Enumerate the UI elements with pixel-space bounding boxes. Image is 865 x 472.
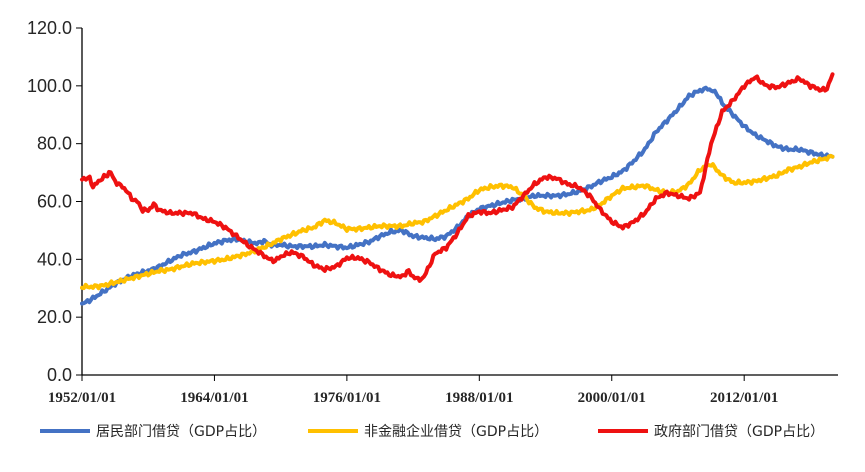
tick-labels: 0.0 20.0 40.0 60.0 80.0 100.0 120.0 1952/01/01 1…: [27, 18, 778, 406]
legend-label-1: 居民部门借贷（GDP占比）: [96, 424, 266, 440]
x-tick-label: 1976/01/01: [313, 390, 381, 406]
legend-label-2: 非金融企业借贷（GDP占比）: [364, 423, 548, 440]
series-line-3: [80, 72, 835, 283]
chart-axes: [76, 27, 838, 381]
x-tick-label: 2000/01/01: [578, 390, 646, 406]
y-tick-label: 100.0: [27, 76, 72, 96]
x-tick-label: 2012/01/01: [710, 390, 778, 406]
y-tick-label: 0.0: [47, 365, 72, 385]
legend-label-3: 政府部门借贷（GDP占比）: [654, 424, 824, 440]
series-line-2: [80, 153, 835, 291]
series-line-1: [80, 85, 835, 306]
series-layer: [80, 72, 835, 306]
y-tick-label: 120.0: [27, 18, 72, 38]
x-tick-label: 1964/01/01: [180, 390, 248, 406]
y-tick-label: 40.0: [37, 249, 72, 269]
x-tick-label: 1988/01/01: [445, 390, 513, 406]
y-tick-label: 20.0: [37, 307, 72, 327]
y-tick-label: 80.0: [37, 134, 72, 154]
chart-legend: 居民部门借贷（GDP占比） 非金融企业借贷（GDP占比） 政府部门借贷（GDP占比）: [40, 423, 824, 440]
x-tick-label: 1952/01/01: [48, 390, 116, 406]
y-tick-label: 60.0: [37, 192, 72, 212]
